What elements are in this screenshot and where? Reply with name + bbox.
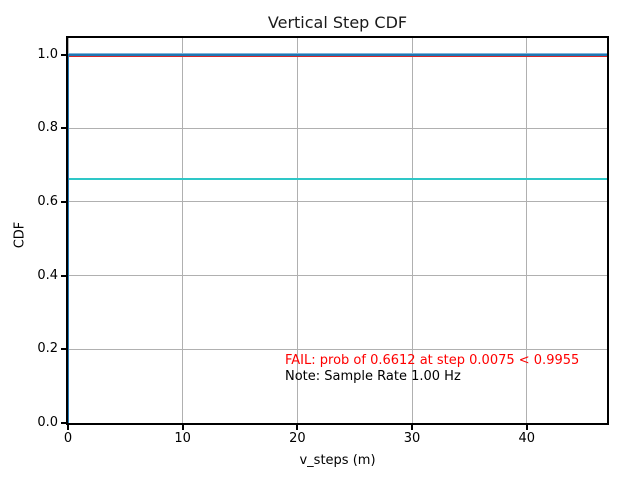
y-tick-label: 1.0 — [37, 46, 58, 62]
y-axis-label: CDF — [12, 221, 28, 249]
v-step-cdf-line-rise — [68, 54, 70, 423]
x-tick-label: 10 — [174, 431, 191, 446]
fail-annotation: FAIL: prob of 0.6612 at step 0.0075 < 0.… — [285, 353, 580, 368]
gridline-vertical — [182, 38, 184, 423]
note-annotation: Note: Sample Rate 1.00 Hz — [285, 369, 461, 384]
axis-tick-layer: 0 10 20 30 40 0.0 0.2 0.4 0.6 0.8 1.0 — [37, 38, 607, 446]
y-tick-mark — [61, 422, 66, 424]
required-threshold-line — [68, 55, 607, 58]
x-tick-label: 0 — [63, 431, 73, 446]
x-tick-label: 30 — [403, 431, 421, 446]
y-tick-label: 0.8 — [37, 120, 58, 136]
prob-at-step-line — [68, 178, 607, 181]
y-tick-label: 0.0 — [37, 415, 58, 430]
y-tick-label: 0.2 — [37, 341, 58, 357]
x-tick-label: 20 — [289, 431, 306, 446]
chart-title: Vertical Step CDF — [267, 13, 408, 32]
gridline-horizontal — [68, 422, 607, 423]
x-tick-mark — [525, 425, 528, 430]
gridline-vertical — [296, 38, 298, 423]
y-tick-mark — [61, 200, 66, 203]
gridline-horizontal — [68, 275, 607, 277]
x-tick-mark — [181, 425, 184, 430]
y-tick-mark — [61, 348, 66, 351]
plot-canvas — [68, 38, 607, 423]
y-tick-label: 0.4 — [37, 267, 58, 283]
x-tick-mark — [411, 425, 414, 430]
gridline-horizontal — [68, 127, 607, 129]
x-tick-mark — [67, 425, 69, 430]
plot-area — [66, 36, 609, 425]
y-tick-label: 0.6 — [37, 193, 58, 209]
y-tick-mark — [61, 127, 66, 130]
gridline-vertical — [411, 38, 413, 423]
x-tick-mark — [296, 425, 299, 430]
gridline-horizontal — [68, 348, 607, 350]
x-tick-label: 40 — [518, 431, 535, 446]
v-step-cdf-line — [68, 53, 607, 56]
y-tick-mark — [61, 53, 66, 56]
y-tick-mark — [61, 274, 66, 277]
gridline-vertical — [526, 38, 528, 423]
x-axis-label: v_steps (m) — [299, 453, 376, 468]
gridline-horizontal — [68, 201, 607, 203]
